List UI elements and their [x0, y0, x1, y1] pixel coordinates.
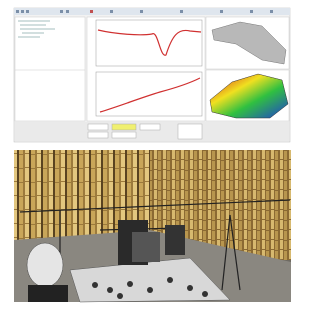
plot-bottom	[96, 72, 202, 116]
speaker-base	[28, 285, 68, 302]
speaker	[27, 243, 63, 287]
equipment	[132, 232, 160, 262]
toolbar	[14, 8, 290, 15]
plot-top	[96, 20, 202, 66]
equipment	[165, 225, 185, 255]
software-screenshot	[14, 8, 290, 142]
chamber-photo	[14, 150, 291, 302]
page	[0, 0, 303, 309]
